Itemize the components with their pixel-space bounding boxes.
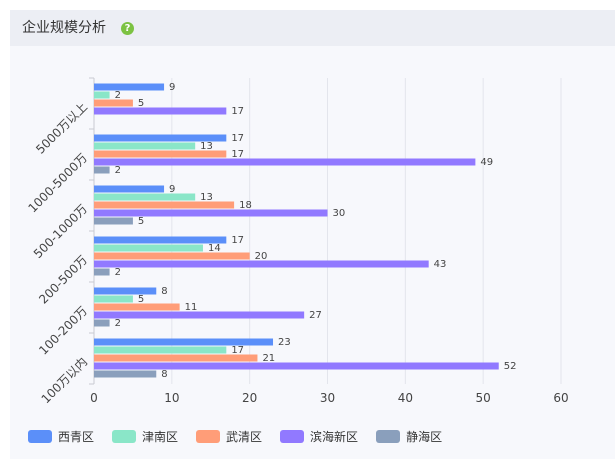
data-label: 17 [231, 133, 244, 144]
legend-item[interactable]: 西青区 [28, 428, 94, 445]
data-label: 20 [255, 251, 268, 262]
data-label: 5 [138, 98, 144, 109]
bar [94, 252, 250, 260]
legend-item[interactable]: 武清区 [196, 428, 262, 445]
data-label: 13 [200, 192, 213, 203]
data-label: 14 [208, 243, 221, 254]
bar [94, 338, 274, 346]
legend-swatch [28, 429, 52, 443]
bar [94, 244, 203, 252]
question-circle-icon[interactable]: ? [121, 22, 134, 35]
data-label: 49 [480, 157, 493, 168]
category-label: 200-500万 [36, 253, 90, 307]
data-label: 2 [115, 165, 121, 176]
data-label: 43 [434, 259, 447, 270]
data-label: 30 [333, 208, 346, 219]
data-label: 9 [169, 184, 175, 195]
legend-item[interactable]: 滨海新区 [280, 428, 358, 445]
data-label: 11 [185, 302, 198, 313]
x-tick-label: 10 [164, 391, 179, 405]
data-label: 2 [115, 267, 121, 278]
panel-title: 企业规模分析 [22, 20, 106, 36]
bar [94, 142, 196, 150]
legend-label: 滨海新区 [310, 429, 359, 444]
bar [94, 150, 227, 158]
bar [94, 311, 305, 319]
legend-swatch [376, 429, 401, 443]
data-label: 17 [231, 235, 244, 246]
bar [94, 260, 429, 268]
data-label: 9 [169, 82, 175, 93]
bar [94, 295, 133, 303]
bar [94, 319, 110, 327]
data-label: 27 [309, 310, 322, 321]
bar [94, 91, 110, 99]
bar [94, 134, 227, 142]
legend-label: 武清区 [226, 429, 263, 444]
bar [94, 354, 258, 362]
category-label: 100万以内 [39, 355, 91, 407]
x-tick-label: 60 [553, 391, 568, 405]
data-label: 21 [262, 353, 275, 364]
legend-swatch [280, 429, 305, 443]
legend-label: 西青区 [58, 429, 95, 444]
bar [94, 83, 165, 91]
data-label: 8 [161, 369, 167, 380]
data-label: 17 [231, 149, 244, 160]
bar [94, 185, 165, 193]
data-label: 18 [239, 200, 252, 211]
chart-legend: 西青区 津南区 武清区 滨海新区 静海区 [28, 427, 460, 445]
bar [94, 370, 157, 378]
data-label: 8 [161, 286, 167, 297]
category-label: 100-200万 [36, 304, 90, 358]
data-label: 13 [200, 141, 213, 152]
legend-item[interactable]: 津南区 [112, 428, 178, 445]
bar [94, 362, 499, 370]
data-label: 5 [138, 294, 144, 305]
legend-item[interactable]: 静海区 [376, 428, 442, 445]
bar [94, 236, 227, 244]
x-tick-label: 40 [398, 391, 413, 405]
legend-label: 津南区 [142, 429, 179, 444]
bar [94, 201, 235, 209]
x-tick-label: 50 [476, 391, 491, 405]
bar [94, 158, 476, 166]
bar [94, 303, 180, 311]
legend-swatch [112, 429, 137, 443]
category-label: 5000万以上 [33, 100, 90, 157]
data-label: 52 [504, 361, 517, 372]
data-label: 5 [138, 216, 144, 227]
legend-label: 静海区 [406, 429, 443, 444]
data-label: 17 [231, 106, 244, 117]
legend-swatch [196, 429, 221, 443]
bar [94, 268, 110, 276]
bar [94, 346, 227, 354]
x-tick-label: 30 [320, 391, 335, 405]
bar [94, 193, 196, 201]
data-label: 23 [278, 337, 291, 348]
panel-header: 企业规模分析 ? [10, 10, 615, 46]
x-tick-label: 0 [90, 391, 98, 405]
bar [94, 209, 328, 217]
data-label: 2 [115, 90, 121, 101]
bar [94, 166, 110, 174]
bar [94, 99, 133, 107]
x-tick-label: 20 [242, 391, 257, 405]
data-label: 2 [115, 318, 121, 329]
bar [94, 217, 133, 225]
bar [94, 287, 157, 295]
bar [94, 107, 227, 115]
data-label: 17 [231, 345, 244, 356]
